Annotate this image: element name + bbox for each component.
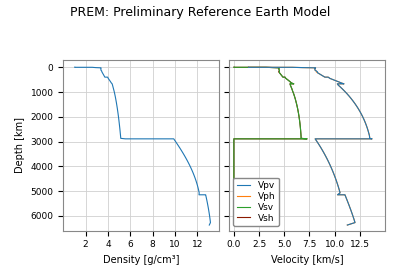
- Vph: [246, 66, 251, 69]
- X-axis label: Density [g/cm³]: Density [g/cm³]: [103, 255, 180, 265]
- Vpv: [338, 191, 342, 195]
- Line: Vsh: Vsh: [234, 67, 307, 225]
- Vpv: [350, 213, 355, 217]
- Vpv: [336, 83, 341, 87]
- Vsv: [277, 70, 282, 73]
- Vph: [314, 70, 319, 73]
- Vph: [342, 193, 347, 197]
- Y-axis label: Depth [km]: Depth [km]: [15, 117, 25, 173]
- Vpv: [246, 66, 251, 69]
- Vsh: [276, 70, 281, 73]
- Vph: [350, 213, 355, 217]
- Vpv: [327, 162, 332, 165]
- Vph: [327, 162, 332, 165]
- Vpv: [345, 223, 350, 227]
- Vsh: [232, 162, 236, 165]
- Vsv: [268, 223, 273, 227]
- Legend: Vpv, Vph, Vsv, Vsh: Vpv, Vph, Vsv, Vsh: [233, 178, 279, 226]
- Vsv: [288, 83, 293, 87]
- Vsh: [232, 191, 236, 195]
- Vsv: [232, 191, 236, 195]
- Line: Vsv: Vsv: [234, 67, 307, 225]
- Vsv: [232, 66, 236, 69]
- Vsv: [267, 193, 272, 197]
- Vsh: [267, 193, 272, 197]
- Line: Vph: Vph: [248, 67, 372, 225]
- Vph: [345, 223, 350, 227]
- Vpv: [342, 193, 347, 197]
- Vpv: [315, 70, 320, 73]
- Vph: [336, 83, 341, 87]
- Vsh: [288, 83, 293, 87]
- Vph: [338, 191, 342, 195]
- Vsh: [272, 213, 277, 217]
- X-axis label: Velocity [km/s]: Velocity [km/s]: [270, 255, 343, 265]
- Line: Vpv: Vpv: [248, 67, 372, 225]
- Vsh: [232, 66, 236, 69]
- Vsv: [272, 213, 277, 217]
- Vsh: [268, 223, 273, 227]
- Text: PREM: Preliminary Reference Earth Model: PREM: Preliminary Reference Earth Model: [70, 6, 330, 18]
- Vsv: [232, 162, 236, 165]
